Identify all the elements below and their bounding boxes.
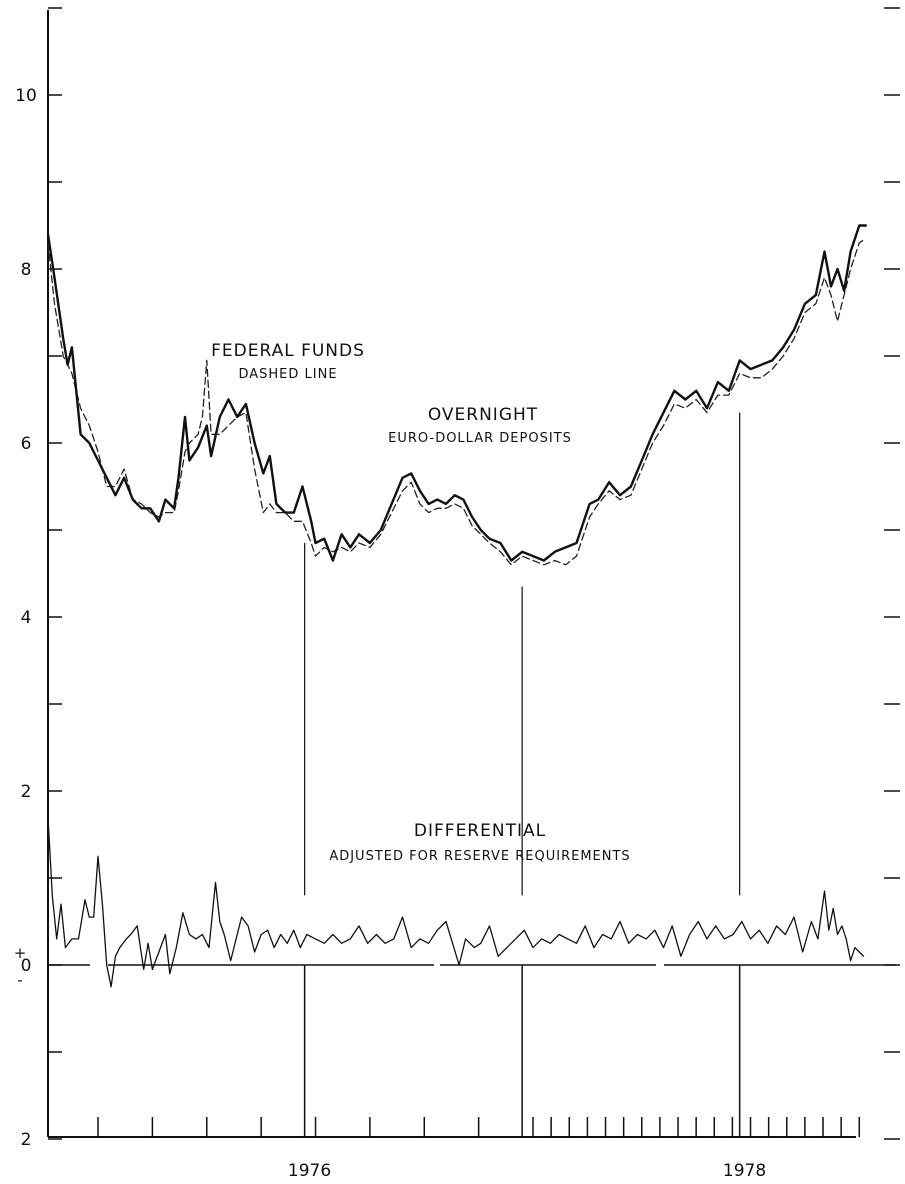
axes-group	[47, 7, 900, 1140]
y-tick-label: 6	[21, 434, 32, 454]
x-year-label: 1978	[723, 1161, 766, 1181]
y-tick-label: 2	[21, 1130, 32, 1150]
annotation-euro-dollar-deposits: EURO-DOLLAR DEPOSITS	[388, 431, 572, 446]
series-line-fed	[47, 237, 867, 566]
annotation-federal-funds: FEDERAL FUNDS	[211, 341, 365, 361]
zero-minus-sign: -	[17, 971, 22, 989]
y-tick-label: 4	[21, 608, 32, 628]
annotation-dashed-line: DASHED LINE	[238, 367, 337, 382]
series-line-differential	[47, 816, 865, 988]
reference-lines-group	[48, 412, 896, 1137]
zero-plus-sign: +	[14, 944, 27, 962]
annotation-adjusted-reserve: ADJUSTED FOR RESERVE REQUIREMENTS	[329, 849, 630, 864]
y-tick-label: 0	[21, 956, 32, 976]
y-tick-label: 2	[21, 782, 32, 802]
series-group	[46, 224, 867, 988]
annotation-differential: DIFFERENTIAL	[414, 821, 546, 841]
y-tick-label: 10	[15, 86, 37, 106]
y-tick-label: 8	[21, 260, 32, 280]
x-year-label: 1976	[288, 1161, 331, 1181]
tick-labels-group: 10 8 6 4 2 0 2 1976 1978	[15, 86, 766, 1181]
series-line-euro	[46, 224, 867, 562]
annotation-overnight: OVERNIGHT	[428, 405, 538, 425]
